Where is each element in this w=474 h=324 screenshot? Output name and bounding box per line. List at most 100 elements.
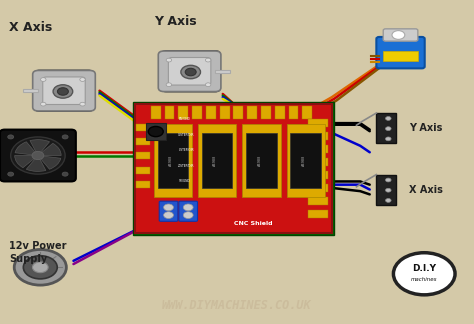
FancyBboxPatch shape: [35, 70, 93, 111]
Bar: [287, 124, 325, 197]
Bar: [376, 175, 396, 204]
Text: Y.STEP/DIR: Y.STEP/DIR: [178, 148, 194, 152]
Circle shape: [23, 256, 57, 279]
Circle shape: [385, 137, 391, 141]
Text: A4988: A4988: [257, 155, 262, 167]
Text: A4988: A4988: [169, 155, 173, 167]
Circle shape: [385, 117, 391, 120]
Bar: [219, 106, 229, 119]
Circle shape: [166, 83, 172, 87]
Bar: [192, 106, 202, 119]
Circle shape: [385, 178, 391, 182]
Bar: [136, 152, 150, 159]
FancyBboxPatch shape: [0, 130, 76, 181]
Bar: [291, 133, 321, 188]
Circle shape: [53, 85, 73, 98]
Bar: [308, 119, 328, 127]
Circle shape: [62, 172, 68, 176]
Bar: [202, 133, 232, 188]
Bar: [308, 197, 328, 205]
Circle shape: [8, 135, 14, 139]
Text: X.STEP/DIR: X.STEP/DIR: [178, 133, 195, 137]
FancyBboxPatch shape: [33, 70, 95, 111]
Bar: [206, 106, 216, 119]
Text: 5V/GND: 5V/GND: [178, 179, 190, 183]
Circle shape: [205, 58, 211, 62]
Bar: [289, 106, 298, 119]
Circle shape: [41, 102, 46, 106]
Bar: [261, 106, 271, 119]
Circle shape: [205, 83, 211, 87]
Text: X Axis: X Axis: [409, 185, 442, 194]
Circle shape: [385, 199, 391, 202]
Text: 12v Power
Supply: 12v Power Supply: [9, 241, 67, 264]
Wedge shape: [15, 156, 38, 168]
FancyBboxPatch shape: [376, 37, 425, 68]
Bar: [23, 89, 38, 92]
Circle shape: [385, 127, 391, 131]
Bar: [136, 167, 150, 174]
Circle shape: [183, 204, 193, 211]
Circle shape: [148, 126, 163, 137]
Circle shape: [392, 31, 405, 40]
FancyBboxPatch shape: [159, 201, 178, 221]
Bar: [308, 210, 328, 218]
Circle shape: [57, 88, 68, 95]
Bar: [146, 123, 165, 140]
Text: X Axis: X Axis: [9, 21, 53, 34]
Wedge shape: [38, 156, 61, 169]
Bar: [151, 106, 161, 119]
Bar: [308, 132, 328, 140]
FancyBboxPatch shape: [383, 29, 418, 41]
Bar: [158, 133, 188, 188]
Circle shape: [14, 249, 66, 285]
Bar: [133, 102, 334, 235]
Text: WWW.DIYMACHINES.CO.UK: WWW.DIYMACHINES.CO.UK: [162, 299, 312, 312]
Circle shape: [41, 78, 46, 81]
Text: Y Axis: Y Axis: [409, 123, 442, 133]
Bar: [383, 51, 419, 61]
Bar: [247, 106, 257, 119]
Text: A4988: A4988: [302, 155, 306, 167]
Circle shape: [62, 135, 68, 139]
Circle shape: [32, 151, 44, 160]
Text: CNC Shield: CNC Shield: [234, 221, 273, 226]
Circle shape: [164, 212, 173, 218]
Bar: [178, 106, 188, 119]
Bar: [135, 104, 332, 233]
Bar: [302, 106, 312, 119]
FancyBboxPatch shape: [179, 201, 198, 221]
Bar: [136, 124, 150, 131]
Bar: [308, 171, 328, 179]
Wedge shape: [30, 140, 50, 156]
Bar: [233, 106, 243, 119]
Wedge shape: [15, 142, 38, 156]
Bar: [215, 70, 230, 73]
Text: EN/GND: EN/GND: [178, 117, 190, 121]
Bar: [246, 133, 277, 188]
FancyBboxPatch shape: [168, 58, 211, 85]
Circle shape: [166, 58, 172, 62]
Circle shape: [80, 102, 85, 106]
Bar: [308, 145, 328, 153]
Bar: [242, 124, 281, 197]
FancyBboxPatch shape: [162, 51, 220, 92]
Text: A4988: A4988: [213, 155, 217, 167]
Circle shape: [181, 65, 201, 79]
FancyBboxPatch shape: [43, 77, 85, 105]
Bar: [308, 158, 328, 166]
Wedge shape: [26, 156, 46, 171]
Bar: [136, 138, 150, 145]
Bar: [154, 124, 192, 197]
Bar: [308, 184, 328, 192]
FancyBboxPatch shape: [158, 51, 221, 92]
Text: Y Axis: Y Axis: [154, 15, 197, 28]
Circle shape: [185, 68, 196, 76]
Wedge shape: [38, 143, 61, 156]
Bar: [198, 124, 237, 197]
Text: D.I.Y: D.I.Y: [412, 264, 436, 273]
Bar: [275, 106, 284, 119]
Text: Z.STEP/DIR: Z.STEP/DIR: [178, 164, 195, 168]
Circle shape: [183, 212, 193, 218]
Circle shape: [33, 262, 48, 273]
